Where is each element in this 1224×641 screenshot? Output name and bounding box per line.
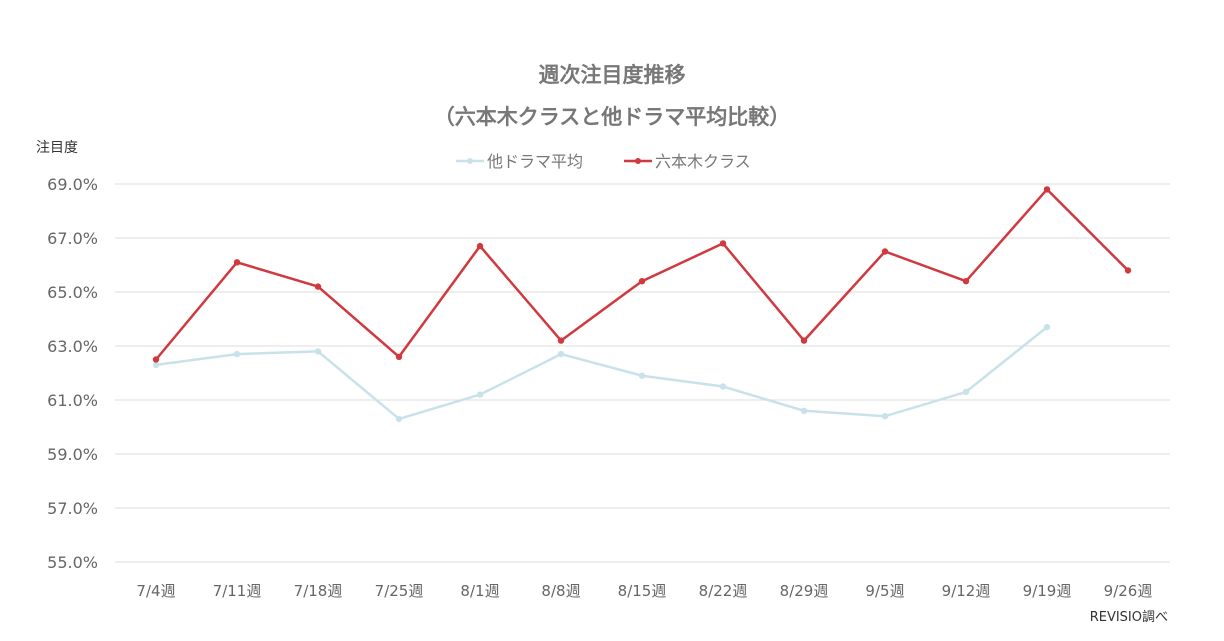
data-point [719, 240, 727, 247]
y-tick-label: 63.0% [47, 337, 98, 356]
y-tick-label: 61.0% [47, 391, 98, 410]
legend-item-other-dramas: 他ドラマ平均 [456, 152, 583, 171]
data-point [962, 388, 970, 396]
y-tick-label: 65.0% [47, 283, 98, 302]
series-1 [152, 186, 1132, 363]
y-tick-label: 55.0% [47, 553, 98, 572]
data-point [557, 337, 565, 344]
data-point [233, 350, 241, 358]
y-tick-label: 67.0% [47, 229, 98, 248]
data-point [152, 361, 160, 369]
data-point [800, 407, 808, 414]
source-note: REVISIO調べ [1090, 610, 1168, 625]
data-point [1124, 267, 1132, 274]
data-point [800, 337, 808, 344]
data-point [557, 350, 565, 358]
data-point [314, 348, 322, 355]
data-point [152, 356, 160, 363]
data-point [314, 283, 322, 290]
data-point [962, 278, 970, 285]
y-axis-label: 注目度 [36, 140, 78, 156]
data-point [638, 278, 646, 285]
legend-marker-roppongi [635, 158, 641, 164]
chart-title: 週次注目度推移 [539, 63, 686, 87]
data-point [1043, 323, 1051, 331]
y-tick-label: 57.0% [47, 499, 98, 518]
x-tick-label: 7/25週 [375, 582, 424, 600]
y-tick-label: 69.0% [47, 175, 98, 194]
data-point [1043, 186, 1051, 193]
x-tick-label: 7/18週 [294, 582, 343, 600]
data-point [395, 353, 403, 360]
x-tick-label: 8/8週 [541, 582, 580, 600]
x-tick-label: 7/4週 [136, 582, 175, 600]
data-point [476, 242, 484, 250]
x-tick-label: 9/26週 [1104, 582, 1153, 600]
series-line [155, 326, 1048, 421]
legend-label-other: 他ドラマ平均 [487, 152, 583, 171]
x-tick-label: 9/5週 [865, 582, 904, 600]
data-point [233, 259, 241, 266]
x-tick-label: 7/11週 [213, 582, 262, 600]
y-tick-label: 59.0% [47, 445, 98, 464]
grid-lines [115, 183, 1170, 563]
x-tick-label: 8/1週 [460, 582, 499, 600]
x-tick-label: 9/19週 [1023, 582, 1072, 600]
data-point [881, 413, 889, 420]
x-axis-ticks: 7/4週 7/11週 7/18週 7/25週 8/1週 8/8週 8/15週 8/22週 8/2… [136, 582, 1152, 600]
legend-marker-other [467, 158, 473, 164]
legend-item-roppongi-class: 六本木クラス [624, 152, 751, 171]
x-tick-label: 8/15週 [618, 582, 667, 600]
data-point [638, 372, 646, 379]
data-point [719, 383, 727, 390]
x-tick-label: 8/22週 [699, 582, 748, 600]
series-line [155, 188, 1129, 361]
data-point [476, 391, 484, 398]
series [152, 186, 1132, 423]
y-axis-ticks: 69.0% 67.0% 65.0% 63.0% 61.0% 59.0% 57.0% 55.0% [47, 175, 98, 572]
x-tick-label: 9/12週 [942, 582, 991, 600]
x-tick-label: 8/29週 [780, 582, 829, 600]
data-point [881, 248, 889, 255]
legend-label-roppongi: 六本木クラス [655, 152, 751, 171]
data-point [395, 415, 403, 423]
series-0 [152, 323, 1051, 423]
chart-subtitle: （六本木クラスと他ドラマ平均比較） [434, 105, 791, 129]
legend: 他ドラマ平均 六本木クラス [456, 152, 751, 171]
